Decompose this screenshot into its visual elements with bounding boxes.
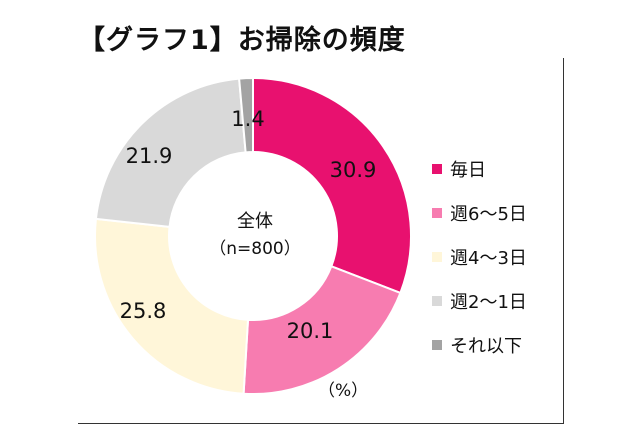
data-label-less: 1.4	[231, 107, 264, 131]
legend-label-2-1-days: 週2〜1日	[450, 292, 527, 313]
chart-title: 【グラフ1】お掃除の頻度	[78, 25, 406, 56]
data-label-daily: 30.9	[330, 158, 377, 182]
legend-item-daily: 毎日	[432, 154, 527, 184]
legend-label-less: それ以下	[450, 336, 522, 357]
legend-swatch-less	[432, 340, 442, 350]
legend-swatch-6-5-days	[432, 208, 442, 218]
legend-item-2-1-days: 週2〜1日	[432, 286, 527, 316]
donut-slice-6-5-days	[242, 264, 402, 395]
frame-border-right	[563, 58, 564, 424]
legend-swatch-daily	[432, 164, 442, 174]
legend-swatch-4-3-days	[432, 252, 442, 262]
legend-item-6-5-days: 週6〜5日	[432, 198, 527, 228]
legend-swatch-2-1-days	[432, 296, 442, 306]
legend-item-less: それ以下	[432, 330, 527, 360]
donut-slice-2-1-days	[94, 77, 247, 229]
data-label-6-5-days: 20.1	[287, 319, 334, 343]
unit-label: （%）	[318, 381, 369, 401]
legend-item-4-3-days: 週4〜3日	[432, 242, 527, 272]
data-label-4-3-days: 25.8	[120, 299, 167, 323]
legend: 毎日 週6〜5日 週4〜3日 週2〜1日 それ以下	[432, 154, 527, 374]
data-label-2-1-days: 21.9	[126, 144, 173, 168]
legend-label-6-5-days: 週6〜5日	[450, 204, 527, 225]
legend-label-daily: 毎日	[450, 160, 486, 181]
donut-slice-4-3-days	[94, 217, 250, 395]
frame-border-bottom	[78, 423, 564, 424]
donut-center-sample-size: （n=800）	[209, 239, 301, 259]
legend-label-4-3-days: 週4〜3日	[450, 248, 527, 269]
donut-slice-daily	[252, 76, 412, 295]
donut-center-label: 全体	[237, 211, 273, 232]
donut-slice-less	[238, 76, 254, 154]
